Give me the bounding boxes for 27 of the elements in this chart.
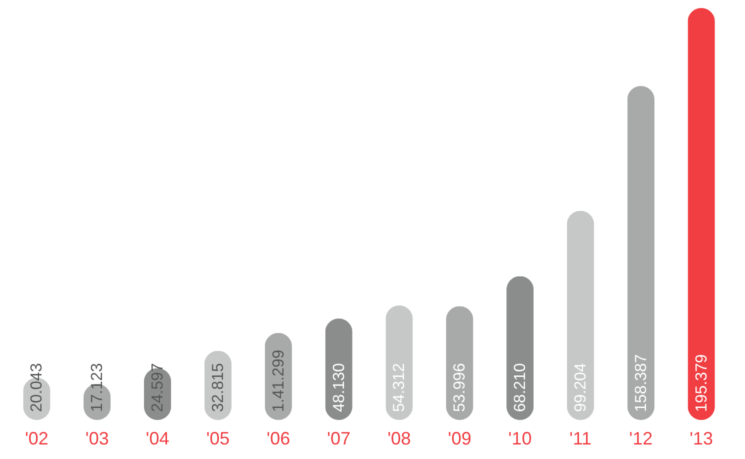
x-tick-label: '11: [569, 428, 592, 448]
data-label: 158.387: [632, 354, 650, 412]
data-label: 54.312: [391, 362, 408, 412]
x-tick-label: '06: [266, 428, 290, 448]
data-label: 32.815: [210, 362, 227, 412]
x-tick-label: '07: [327, 428, 351, 448]
x-tick-label: '10: [508, 428, 532, 448]
x-tick-label: '05: [206, 428, 230, 448]
data-label: 68.210: [512, 362, 530, 412]
data-label: 17.123: [89, 362, 106, 412]
x-tick-label: '09: [448, 428, 472, 448]
bar: [627, 86, 654, 420]
data-label: 20.043: [28, 362, 46, 412]
data-label: 48.130: [330, 362, 348, 412]
x-tick-label: '13: [690, 428, 714, 448]
data-label: 195.379: [693, 354, 710, 412]
x-tick-label: '12: [629, 428, 653, 448]
data-label: 53.996: [452, 362, 469, 412]
data-label: 24.597: [150, 362, 167, 412]
bar: [688, 8, 715, 420]
data-label: 1.41.299: [270, 350, 288, 412]
x-tick-label: '04: [146, 428, 170, 448]
x-tick-label: '03: [85, 428, 109, 448]
x-tick-label: '08: [387, 428, 411, 448]
data-label: 99.204: [572, 362, 590, 412]
x-tick-label: '02: [24, 428, 48, 448]
bar: [566, 210, 594, 420]
